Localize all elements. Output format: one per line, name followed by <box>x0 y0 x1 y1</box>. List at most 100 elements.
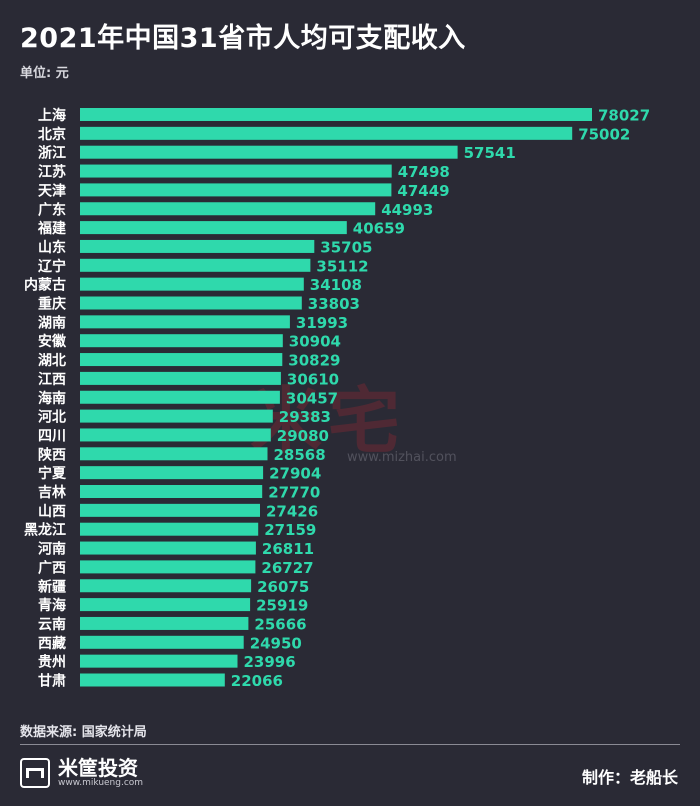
category-label: 四川 <box>38 428 66 444</box>
bar <box>80 579 252 593</box>
value-label: 26727 <box>261 559 313 577</box>
bar <box>80 560 256 574</box>
bar <box>80 164 392 178</box>
value-label: 30610 <box>287 370 339 388</box>
bar <box>80 390 280 404</box>
bar <box>80 485 263 498</box>
category-label: 江苏 <box>38 164 66 181</box>
category-label: 重庆 <box>38 296 66 313</box>
value-label: 26075 <box>257 578 309 596</box>
category-label: 湖南 <box>38 314 66 331</box>
value-label: 30904 <box>289 333 341 351</box>
unit-label: 单位: 元 <box>20 66 69 81</box>
category-label: 宁夏 <box>38 465 67 482</box>
bar <box>80 598 251 612</box>
category-label: 辽宁 <box>38 258 66 275</box>
category-label: 黑龙江 <box>24 522 66 539</box>
category-label: 广西 <box>38 559 66 576</box>
brand-name: 米筐投资 <box>58 756 138 780</box>
value-label: 78027 <box>598 107 650 125</box>
value-label: 26811 <box>262 540 314 558</box>
bar <box>80 428 271 442</box>
bar <box>80 202 376 216</box>
bar <box>80 616 249 630</box>
value-label: 35705 <box>320 238 372 256</box>
value-label: 44993 <box>381 201 433 219</box>
value-label: 29383 <box>279 408 331 426</box>
category-label: 西藏 <box>38 635 66 652</box>
category-label: 吉林 <box>38 484 66 501</box>
bar <box>80 108 592 121</box>
category-label: 安徽 <box>38 333 67 350</box>
value-label: 75002 <box>578 125 630 143</box>
value-label: 27426 <box>266 502 318 520</box>
value-label: 27904 <box>269 465 321 483</box>
value-label: 35112 <box>316 257 368 275</box>
maker-label: 制作：老船长 <box>581 768 678 787</box>
category-label: 青海 <box>38 597 66 614</box>
value-label: 29080 <box>277 427 329 445</box>
value-label: 47498 <box>398 163 450 181</box>
value-label: 27770 <box>268 484 320 502</box>
category-label: 贵州 <box>38 654 66 671</box>
category-label: 陕西 <box>38 446 66 463</box>
category-label: 北京 <box>38 126 66 143</box>
source-label: 数据来源: 国家统计局 <box>20 725 147 740</box>
bar <box>80 315 290 329</box>
value-label: 47449 <box>397 182 449 200</box>
category-label: 湖北 <box>38 353 66 369</box>
value-label: 30829 <box>288 352 340 370</box>
bar <box>80 334 283 348</box>
category-label: 江西 <box>38 371 66 388</box>
value-label: 31993 <box>296 314 348 332</box>
brand-logo-icon <box>20 758 50 788</box>
category-label: 内蒙古 <box>24 277 66 294</box>
value-label: 57541 <box>464 144 516 162</box>
bar <box>80 183 392 197</box>
category-label: 山西 <box>38 504 66 520</box>
bar <box>80 409 273 423</box>
value-label: 27159 <box>264 521 316 539</box>
value-label: 22066 <box>231 672 283 690</box>
category-label: 云南 <box>38 616 66 633</box>
category-label: 福建 <box>37 220 66 237</box>
value-label: 33803 <box>308 295 360 313</box>
bar <box>80 296 302 310</box>
bar <box>80 635 244 649</box>
bar <box>80 541 256 555</box>
bar <box>80 673 225 687</box>
bar <box>80 371 281 385</box>
category-label: 广东 <box>38 201 66 218</box>
bar <box>80 522 259 536</box>
category-label: 上海 <box>38 107 66 124</box>
brand-url: www.mikueng.com <box>58 778 144 788</box>
bar <box>80 503 260 517</box>
bar <box>80 239 315 253</box>
category-label: 浙江 <box>38 145 66 162</box>
bar-chart: 上海 78027 北京 75002 浙江 57541 江苏 47498 天津 47449 广东 449… <box>24 107 650 691</box>
category-label: 新疆 <box>38 578 66 595</box>
value-label: 24950 <box>250 634 302 652</box>
bar <box>80 126 573 140</box>
value-label: 40659 <box>353 220 405 238</box>
chart-title: 2021年中国31省市人均可支配收入 <box>20 23 466 54</box>
brand: 米筐投资 www.mikueng.com <box>20 758 143 788</box>
value-label: 34108 <box>310 276 362 294</box>
category-label: 天津 <box>38 182 66 199</box>
value-label: 28568 <box>274 446 326 464</box>
category-label: 海南 <box>38 390 66 407</box>
category-label: 河北 <box>38 409 66 426</box>
footer-divider <box>20 744 680 745</box>
bar <box>80 466 264 480</box>
bar <box>80 654 238 668</box>
category-label: 河南 <box>38 541 66 558</box>
bar <box>80 145 458 159</box>
bar <box>80 277 304 291</box>
category-label: 山东 <box>38 239 66 256</box>
value-label: 25919 <box>256 597 308 615</box>
category-label: 甘肃 <box>38 673 66 690</box>
value-label: 30457 <box>286 389 338 407</box>
value-label: 25666 <box>254 615 306 633</box>
bar <box>80 353 283 367</box>
bar <box>80 221 347 235</box>
